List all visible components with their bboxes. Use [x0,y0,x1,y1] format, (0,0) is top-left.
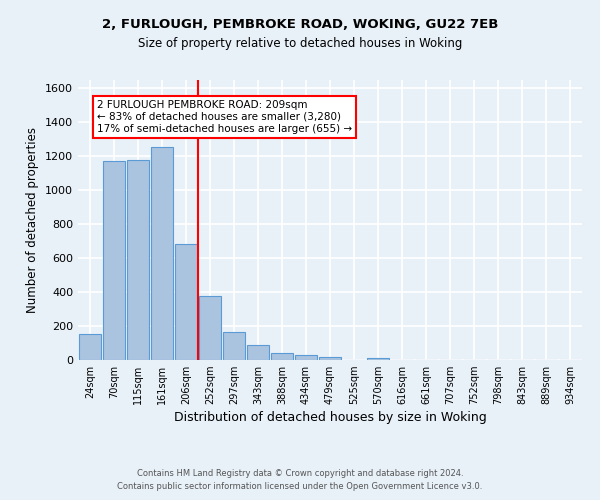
X-axis label: Distribution of detached houses by size in Woking: Distribution of detached houses by size … [173,412,487,424]
Bar [295,355,317,360]
Text: 2 FURLOUGH PEMBROKE ROAD: 209sqm
← 83% of detached houses are smaller (3,280)
17: 2 FURLOUGH PEMBROKE ROAD: 209sqm ← 83% o… [97,100,352,134]
Bar [151,147,173,360]
Bar [175,244,197,360]
Text: Contains HM Land Registry data © Crown copyright and database right 2024.: Contains HM Land Registry data © Crown c… [137,468,463,477]
Bar [127,160,149,360]
Bar [367,358,389,360]
Text: Contains public sector information licensed under the Open Government Licence v3: Contains public sector information licen… [118,482,482,491]
Text: 2, FURLOUGH, PEMBROKE ROAD, WOKING, GU22 7EB: 2, FURLOUGH, PEMBROKE ROAD, WOKING, GU22… [102,18,498,30]
Bar [199,296,221,360]
Bar [103,162,125,360]
Y-axis label: Number of detached properties: Number of detached properties [26,127,40,313]
Bar [247,345,269,360]
Text: Size of property relative to detached houses in Woking: Size of property relative to detached ho… [138,38,462,51]
Bar [79,334,101,360]
Bar [223,332,245,360]
Bar [271,353,293,360]
Bar [319,357,341,360]
